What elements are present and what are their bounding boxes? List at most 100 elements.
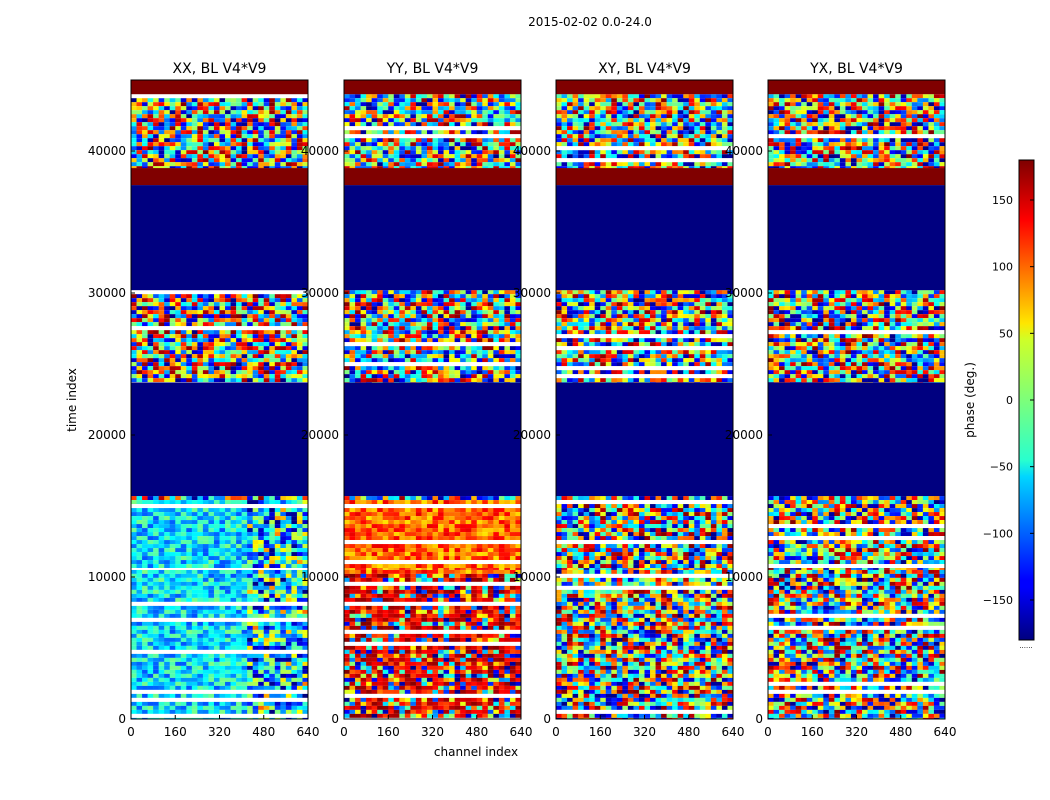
cell <box>482 314 489 319</box>
cell <box>280 705 287 710</box>
cell <box>399 689 406 694</box>
cell <box>164 122 171 127</box>
cell <box>247 162 253 167</box>
cell <box>382 532 389 537</box>
cell <box>202 150 209 155</box>
cell <box>432 298 439 303</box>
cell <box>136 302 143 307</box>
cell <box>280 322 287 327</box>
cell <box>482 310 489 315</box>
cell <box>349 597 356 602</box>
cell <box>382 633 389 638</box>
cell <box>142 709 148 714</box>
cell <box>393 685 400 690</box>
cell <box>136 134 143 139</box>
cell <box>213 520 220 525</box>
cell <box>482 326 489 331</box>
cell <box>147 657 154 662</box>
cell <box>404 673 411 678</box>
cell <box>147 102 154 107</box>
cell <box>415 677 422 682</box>
cell <box>186 524 193 529</box>
cell <box>213 653 220 658</box>
cell <box>296 577 303 582</box>
cell <box>498 290 505 295</box>
cell <box>241 613 248 618</box>
cell <box>263 146 270 151</box>
cell <box>175 661 182 666</box>
cell <box>515 645 522 650</box>
cell <box>131 358 137 363</box>
cell <box>454 322 461 327</box>
cell <box>388 314 395 319</box>
cell <box>421 294 428 299</box>
cell <box>252 528 259 533</box>
cell-gap <box>344 540 521 545</box>
cell <box>438 625 444 630</box>
cell <box>147 552 154 557</box>
cell <box>247 334 253 339</box>
cell <box>438 528 444 533</box>
cell <box>487 358 494 363</box>
cell <box>219 593 226 598</box>
cell <box>487 354 494 359</box>
cell <box>202 593 209 598</box>
cell <box>136 334 143 339</box>
cell <box>169 613 176 618</box>
cell <box>344 597 350 602</box>
cell <box>410 564 417 569</box>
cell <box>360 350 367 355</box>
cell <box>349 516 356 521</box>
cell <box>404 577 411 582</box>
cell <box>131 130 137 135</box>
cell <box>208 681 215 686</box>
cell <box>285 314 292 319</box>
cell <box>280 657 287 662</box>
cell <box>263 306 270 311</box>
cell <box>230 378 237 383</box>
cell <box>449 290 455 295</box>
cell <box>410 589 417 594</box>
cell <box>202 102 209 107</box>
cell <box>180 150 187 155</box>
cell <box>191 318 198 323</box>
cell <box>355 516 361 521</box>
cell <box>382 346 389 351</box>
cell <box>291 358 298 363</box>
cell <box>432 597 439 602</box>
cell <box>302 717 309 719</box>
cell <box>454 597 461 602</box>
cell <box>487 338 494 343</box>
cell <box>355 290 361 295</box>
cell <box>410 617 417 622</box>
cell <box>219 150 226 155</box>
cell <box>302 302 309 307</box>
cell <box>180 532 187 537</box>
cell <box>509 585 516 590</box>
cell <box>258 330 265 335</box>
cell <box>258 334 265 339</box>
cell <box>504 290 511 295</box>
cell <box>509 685 516 690</box>
cell <box>219 609 226 614</box>
cell <box>241 693 248 698</box>
cell <box>263 621 270 626</box>
cell <box>471 334 478 339</box>
cell <box>410 496 417 501</box>
cell <box>258 633 265 638</box>
cell <box>158 593 165 598</box>
cell <box>236 122 242 127</box>
cell <box>509 314 516 319</box>
cell <box>274 548 281 553</box>
cell <box>269 625 276 630</box>
cell <box>131 520 137 525</box>
cell <box>504 617 511 622</box>
cell <box>230 350 237 355</box>
cell <box>164 302 171 307</box>
cell <box>186 520 193 525</box>
cell <box>208 657 215 662</box>
cell <box>360 370 367 375</box>
cell <box>371 318 378 323</box>
cell <box>236 134 242 139</box>
cell <box>247 701 253 706</box>
